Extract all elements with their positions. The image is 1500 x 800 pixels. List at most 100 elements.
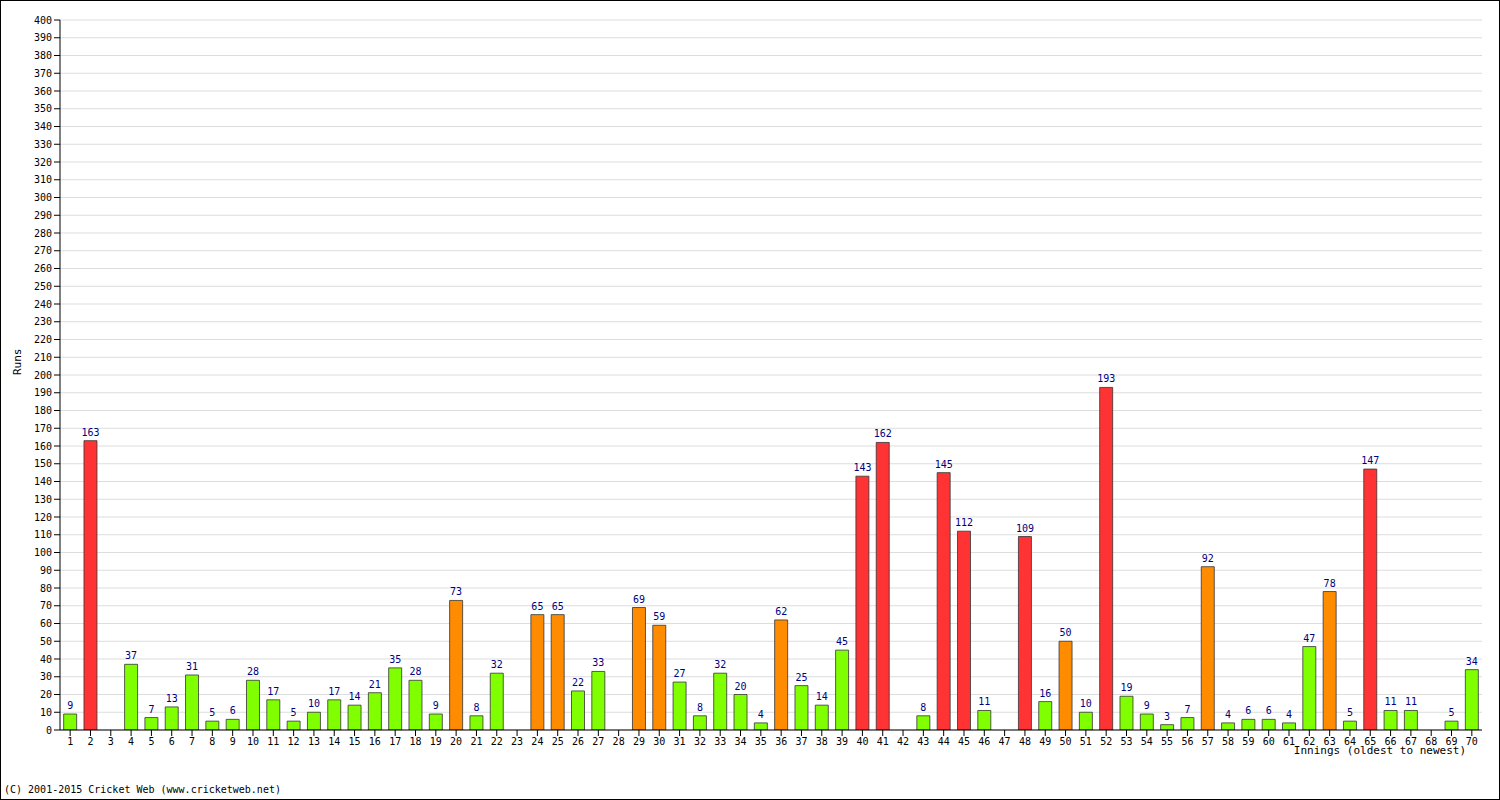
svg-text:50: 50 <box>1060 736 1072 747</box>
svg-text:49: 49 <box>1039 736 1051 747</box>
svg-text:200: 200 <box>34 370 52 381</box>
svg-text:350: 350 <box>34 103 52 114</box>
svg-text:150: 150 <box>34 458 52 469</box>
svg-text:109: 109 <box>1016 523 1034 534</box>
svg-text:10: 10 <box>247 736 259 747</box>
svg-text:53: 53 <box>1120 736 1132 747</box>
svg-text:143: 143 <box>853 462 871 473</box>
svg-text:47: 47 <box>999 736 1011 747</box>
svg-text:58: 58 <box>1222 736 1234 747</box>
svg-text:310: 310 <box>34 174 52 185</box>
svg-text:120: 120 <box>34 512 52 523</box>
svg-text:20: 20 <box>450 736 462 747</box>
svg-text:340: 340 <box>34 121 52 132</box>
svg-text:190: 190 <box>34 387 52 398</box>
svg-text:380: 380 <box>34 50 52 61</box>
svg-text:5: 5 <box>1449 707 1455 718</box>
svg-text:90: 90 <box>40 565 52 576</box>
svg-text:10: 10 <box>40 707 52 718</box>
svg-text:40: 40 <box>40 654 52 665</box>
svg-text:17: 17 <box>267 686 279 697</box>
svg-text:330: 330 <box>34 139 52 150</box>
svg-text:22: 22 <box>572 677 584 688</box>
svg-text:11: 11 <box>267 736 279 747</box>
svg-text:59: 59 <box>1242 736 1254 747</box>
svg-text:250: 250 <box>34 281 52 292</box>
svg-text:54: 54 <box>1141 736 1153 747</box>
svg-text:16: 16 <box>369 736 381 747</box>
svg-text:Innings (oldest to newest): Innings (oldest to newest) <box>1294 744 1466 757</box>
svg-text:34: 34 <box>735 736 747 747</box>
svg-text:9: 9 <box>67 700 73 711</box>
svg-text:35: 35 <box>755 736 767 747</box>
svg-text:13: 13 <box>308 736 320 747</box>
svg-text:5: 5 <box>1347 707 1353 718</box>
svg-text:21: 21 <box>470 736 482 747</box>
svg-text:14: 14 <box>349 691 361 702</box>
svg-text:8: 8 <box>920 702 926 713</box>
svg-text:33: 33 <box>592 657 604 668</box>
svg-text:32: 32 <box>694 736 706 747</box>
svg-text:6: 6 <box>1245 705 1251 716</box>
svg-text:6: 6 <box>1266 705 1272 716</box>
svg-text:12: 12 <box>288 736 300 747</box>
svg-text:50: 50 <box>40 636 52 647</box>
svg-text:160: 160 <box>34 441 52 452</box>
svg-text:48: 48 <box>1019 736 1031 747</box>
svg-text:260: 260 <box>34 263 52 274</box>
svg-text:360: 360 <box>34 86 52 97</box>
svg-text:145: 145 <box>935 459 953 470</box>
svg-text:45: 45 <box>836 636 848 647</box>
svg-text:2: 2 <box>87 736 93 747</box>
svg-text:20: 20 <box>40 689 52 700</box>
svg-text:3: 3 <box>1164 711 1170 722</box>
svg-text:52: 52 <box>1100 736 1112 747</box>
svg-text:10: 10 <box>308 698 320 709</box>
svg-text:39: 39 <box>836 736 848 747</box>
svg-text:220: 220 <box>34 334 52 345</box>
svg-text:4: 4 <box>1225 709 1231 720</box>
svg-text:59: 59 <box>653 611 665 622</box>
svg-text:70: 70 <box>1466 736 1478 747</box>
svg-text:5: 5 <box>148 736 154 747</box>
svg-text:110: 110 <box>34 529 52 540</box>
svg-text:Runs: Runs <box>11 349 24 376</box>
svg-text:11: 11 <box>978 696 990 707</box>
svg-text:1: 1 <box>67 736 73 747</box>
svg-text:46: 46 <box>978 736 990 747</box>
svg-text:31: 31 <box>674 736 686 747</box>
svg-text:19: 19 <box>1120 682 1132 693</box>
svg-text:62: 62 <box>775 606 787 617</box>
svg-text:27: 27 <box>674 668 686 679</box>
svg-text:7: 7 <box>1184 704 1190 715</box>
svg-text:240: 240 <box>34 299 52 310</box>
svg-text:8: 8 <box>473 702 479 713</box>
svg-text:28: 28 <box>409 666 421 677</box>
svg-text:60: 60 <box>1263 736 1275 747</box>
svg-text:27: 27 <box>592 736 604 747</box>
svg-text:30: 30 <box>40 671 52 682</box>
svg-text:65: 65 <box>531 601 543 612</box>
svg-text:112: 112 <box>955 517 973 528</box>
svg-text:20: 20 <box>735 681 747 692</box>
svg-text:130: 130 <box>34 494 52 505</box>
svg-text:10: 10 <box>1080 698 1092 709</box>
svg-text:4: 4 <box>128 736 134 747</box>
svg-text:32: 32 <box>491 659 503 670</box>
svg-text:210: 210 <box>34 352 52 363</box>
svg-text:23: 23 <box>511 736 523 747</box>
svg-text:14: 14 <box>816 691 828 702</box>
svg-text:28: 28 <box>247 666 259 677</box>
svg-text:14: 14 <box>328 736 340 747</box>
svg-text:80: 80 <box>40 583 52 594</box>
svg-text:42: 42 <box>897 736 909 747</box>
svg-text:170: 170 <box>34 423 52 434</box>
svg-text:41: 41 <box>877 736 889 747</box>
svg-text:4: 4 <box>1286 709 1292 720</box>
svg-text:43: 43 <box>917 736 929 747</box>
svg-text:5: 5 <box>209 707 215 718</box>
svg-text:6: 6 <box>230 705 236 716</box>
svg-text:32: 32 <box>714 659 726 670</box>
svg-text:7: 7 <box>189 736 195 747</box>
svg-text:6: 6 <box>169 736 175 747</box>
